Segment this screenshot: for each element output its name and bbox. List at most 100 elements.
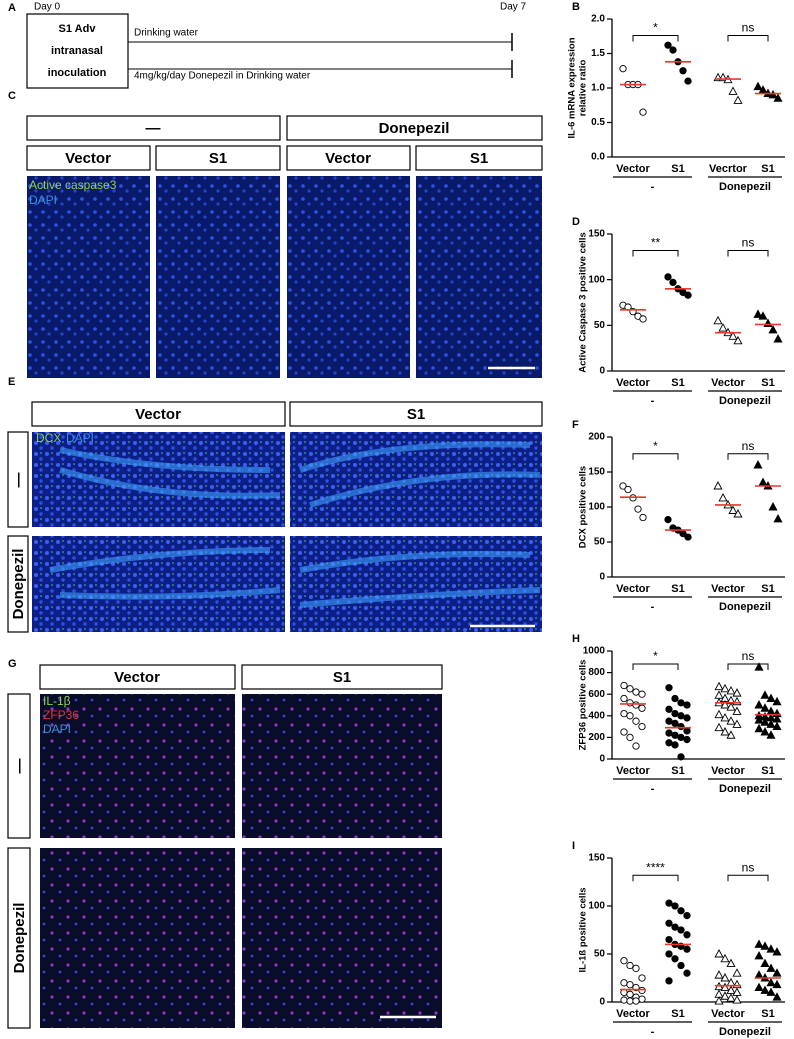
data-point: [714, 690, 724, 699]
data-point: [720, 713, 730, 722]
data-point: [713, 315, 723, 325]
x-tick-label: Vector: [711, 1008, 745, 1020]
data-point: [634, 505, 642, 513]
data-point: [754, 662, 764, 671]
row-box: [7, 847, 31, 1029]
x-tick-label: S1: [761, 163, 774, 175]
data-point: [766, 987, 776, 996]
y-tick-label: 0.5: [591, 117, 605, 128]
data-point: [714, 970, 724, 979]
y-tick-label: 1.5: [591, 48, 605, 59]
row-header: Donepezil: [10, 549, 27, 620]
column-header: Vector: [114, 669, 160, 686]
x-tick-label: Vector: [616, 765, 650, 777]
data-point: [665, 977, 673, 985]
row-box: [7, 693, 31, 839]
data-point: [728, 331, 738, 340]
y-axis-label: IL-1ß positive cells: [578, 888, 589, 973]
data-point: [754, 939, 764, 948]
data-point: [684, 77, 692, 85]
y-tick-label: 0: [599, 366, 605, 377]
data-point: [684, 291, 692, 299]
data-point: [733, 335, 743, 345]
column-header: S1: [470, 150, 488, 167]
data-point: [713, 481, 723, 490]
data-point: [665, 935, 673, 944]
x-tick-label: Vector: [711, 583, 745, 595]
group-header: Donepezil: [379, 120, 450, 137]
inoculation-box: [26, 13, 129, 89]
row-box: [7, 535, 29, 633]
data-point: [683, 701, 691, 709]
y-tick-label: 800: [588, 667, 605, 678]
column-header: S1: [209, 150, 227, 167]
stain-label: DAPI: [43, 722, 71, 736]
panel-c: C — Donepezil Vector S1 Vector S1 Active…: [8, 90, 543, 378]
group-label: -: [651, 395, 655, 407]
data-point: [728, 86, 738, 95]
data-point: [683, 931, 691, 939]
header-box: [26, 145, 151, 171]
data-point: [665, 919, 673, 927]
data-point: [763, 318, 773, 327]
significance-bracket: [632, 249, 679, 257]
data-point: [632, 997, 640, 1005]
data-point: [626, 981, 634, 989]
data-point: [632, 742, 640, 750]
panel-letter: D: [572, 216, 580, 228]
y-tick-label: 200: [588, 432, 605, 443]
micrograph: [287, 176, 410, 378]
data-point: [754, 723, 764, 733]
data-point: [772, 968, 782, 977]
data-point: [753, 309, 763, 318]
significance-bracket: [632, 663, 679, 670]
panel-letter: E: [8, 376, 15, 388]
data-point: [760, 727, 770, 736]
header-box: [155, 145, 281, 171]
significance-bracket: [727, 663, 769, 670]
y-tick-label: 0.0: [591, 152, 605, 163]
micrograph: [32, 432, 285, 527]
data-point: [773, 513, 783, 523]
x-tick-label: S1: [671, 163, 684, 175]
data-point: [758, 311, 768, 320]
data-point: [626, 733, 634, 742]
data-point: [766, 977, 776, 987]
y-tick-label: 600: [588, 689, 605, 700]
data-point: [620, 709, 628, 718]
data-point: [720, 991, 730, 1000]
data-point: [768, 502, 778, 511]
data-point: [677, 961, 685, 970]
y-tick-label: 150: [588, 467, 605, 478]
data-point: [732, 688, 742, 697]
cell-layer: [299, 551, 541, 608]
header-box: [415, 145, 543, 171]
data-point: [772, 992, 782, 1001]
data-point: [664, 273, 672, 281]
data-point: [665, 729, 673, 737]
data-point: [753, 460, 763, 469]
micrograph: [27, 176, 150, 378]
y-tick-label: 150: [588, 853, 605, 864]
significance-label: ns: [742, 860, 755, 874]
data-point: [718, 323, 728, 332]
data-point: [683, 945, 691, 953]
data-point: [754, 970, 764, 979]
group-label: Donepezil: [719, 601, 771, 613]
x-tick-label: Vector: [711, 765, 745, 777]
x-tick-label: Vector: [711, 377, 745, 389]
group-label: -: [651, 783, 655, 795]
stain-label: Active caspase3: [29, 178, 117, 192]
header-box: [286, 145, 411, 171]
data-point: [772, 721, 782, 731]
x-tick-label: S1: [761, 377, 774, 389]
data-point: [726, 993, 736, 1002]
data-point: [754, 950, 764, 960]
y-tick-label: 200: [588, 732, 605, 743]
data-point: [677, 907, 685, 915]
panel-letter: G: [8, 658, 17, 670]
x-tick-label: Vector: [616, 1008, 650, 1020]
data-point: [671, 902, 679, 910]
micrograph: [290, 536, 542, 632]
